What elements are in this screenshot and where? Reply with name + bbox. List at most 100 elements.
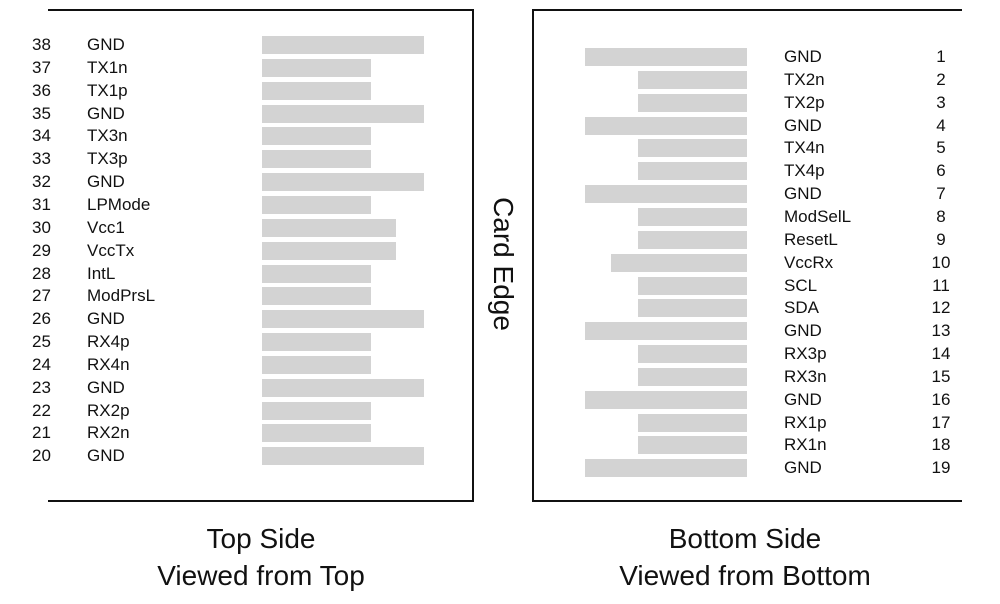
contact-pad — [638, 299, 747, 318]
top-pin-row-20: 20 GND — [32, 445, 474, 467]
contact-pad — [262, 173, 424, 192]
contact-pad — [262, 333, 371, 352]
contact-pad — [611, 253, 747, 272]
pin-number: 24 — [32, 354, 51, 374]
pin-name: RX3p — [784, 344, 827, 364]
contact-pad — [638, 230, 747, 249]
contact-pad — [262, 218, 396, 237]
contact-pad — [262, 195, 371, 214]
bottom-panel-bottom-line — [532, 500, 962, 502]
pin-number: 11 — [932, 275, 950, 295]
pin-number: 15 — [931, 366, 951, 386]
pin-number: 9 — [936, 229, 946, 249]
contact-pad — [585, 390, 747, 409]
bottom-panel-left-line — [532, 9, 534, 501]
contact-pad — [585, 116, 747, 135]
contact-pad — [638, 162, 747, 181]
contact-pad — [638, 345, 747, 364]
bottom-pin-row-12: 12 SDA — [532, 297, 962, 319]
bottom-pin-row-11: 11 SCL — [532, 275, 962, 297]
bottom-pin-row-8: 8 ModSelL — [532, 206, 962, 228]
contact-pad — [585, 322, 747, 341]
pin-number: 17 — [931, 412, 951, 432]
pin-number: 32 — [32, 172, 51, 192]
bottom-pin-row-17: 17 RX1p — [532, 412, 962, 434]
pin-name: RX2p — [87, 400, 130, 420]
pin-number: 36 — [32, 80, 51, 100]
pin-number: 38 — [32, 35, 51, 54]
contact-pad — [262, 287, 371, 306]
pin-number: 23 — [32, 377, 51, 397]
top-pin-row-29: 29 VccTx — [32, 240, 474, 262]
top-pin-row-22: 22 RX2p — [32, 400, 474, 422]
bottom-pin-row-14: 14 RX3p — [532, 343, 962, 365]
pin-number: 10 — [931, 252, 951, 272]
bottom-caption-line2: Viewed from Bottom — [619, 560, 871, 591]
bottom-pin-row-13: 13 GND — [532, 320, 962, 342]
pin-name: RX2n — [87, 423, 130, 443]
pin-name: Vcc1 — [87, 217, 125, 237]
pin-name: RX1p — [784, 412, 827, 432]
pin-name: TX2n — [784, 69, 825, 89]
contact-pad — [638, 93, 747, 112]
pin-name: GND — [87, 309, 125, 329]
bottom-pin-row-9: 9 ResetL — [532, 229, 962, 251]
top-panel-top-line — [48, 9, 474, 11]
pin-number: 18 — [931, 435, 951, 455]
contact-pad — [262, 127, 371, 146]
top-pin-row-36: 36 TX1p — [32, 80, 474, 102]
pin-name: LPMode — [87, 194, 151, 214]
contact-pad — [585, 48, 747, 66]
pin-number: 16 — [931, 389, 951, 409]
bottom-pin-row-3: 3 TX2p — [532, 92, 962, 114]
contact-pad — [262, 378, 424, 397]
pin-name: ResetL — [784, 229, 838, 249]
bottom-side-caption: Bottom Side Viewed from Bottom — [535, 520, 955, 594]
pin-name: TX4n — [784, 138, 825, 158]
pin-number: 21 — [32, 423, 51, 443]
bottom-pin-row-1: 1 GND — [532, 46, 962, 68]
pin-name: GND — [784, 458, 822, 478]
pin-name: GND — [87, 35, 125, 54]
pin-name: ModPrsL — [87, 286, 156, 306]
pin-name: GND — [87, 103, 125, 123]
pin-number: 26 — [32, 309, 51, 329]
pin-name: GND — [87, 172, 125, 192]
contact-pad — [262, 241, 396, 260]
contact-pad — [262, 58, 371, 77]
contact-pad — [638, 367, 747, 386]
pin-name: RX4n — [87, 354, 130, 374]
top-pin-row-32: 32 GND — [32, 171, 474, 193]
top-caption-line1: Top Side — [206, 523, 316, 554]
pin-name: SDA — [784, 298, 819, 318]
bottom-pin-row-15: 15 RX3n — [532, 366, 962, 388]
top-panel-right-line — [472, 9, 474, 501]
pin-name: RX4p — [87, 332, 130, 352]
pin-name: RX3n — [784, 366, 827, 386]
bottom-pin-row-5: 5 TX4n — [532, 137, 962, 159]
contact-pad — [262, 447, 424, 466]
top-side-caption: Top Side Viewed from Top — [51, 520, 471, 594]
bottom-panel-top-line — [532, 9, 962, 11]
pin-name: IntL — [87, 263, 116, 283]
pin-number: 33 — [32, 149, 51, 169]
pin-number: 28 — [32, 263, 51, 283]
pin-number: 8 — [936, 206, 946, 226]
bottom-pin-row-18: 18 RX1n — [532, 434, 962, 456]
pin-number: 25 — [32, 332, 51, 352]
contact-pad — [262, 424, 371, 443]
pin-number: 20 — [32, 446, 51, 466]
contact-pad — [638, 70, 747, 89]
bottom-caption-line1: Bottom Side — [668, 523, 822, 554]
top-pin-row-23: 23 GND — [32, 377, 474, 399]
pin-name: TX1p — [87, 80, 128, 100]
pin-name: SCL — [784, 275, 818, 295]
pin-number: 4 — [936, 115, 946, 135]
top-pin-row-25: 25 RX4p — [32, 331, 474, 353]
pin-name: GND — [784, 389, 822, 409]
top-side-panel: 38 GND 37 TX1n 36 TX1p 35 GND 34 TX3n 33 TX3p 32 GND 3… — [32, 0, 474, 502]
top-pin-row-34: 34 TX3n — [32, 125, 474, 147]
pin-number: 27 — [32, 286, 51, 306]
bottom-pin-row-16: 16 GND — [532, 389, 962, 411]
pin-number: 5 — [936, 138, 946, 158]
